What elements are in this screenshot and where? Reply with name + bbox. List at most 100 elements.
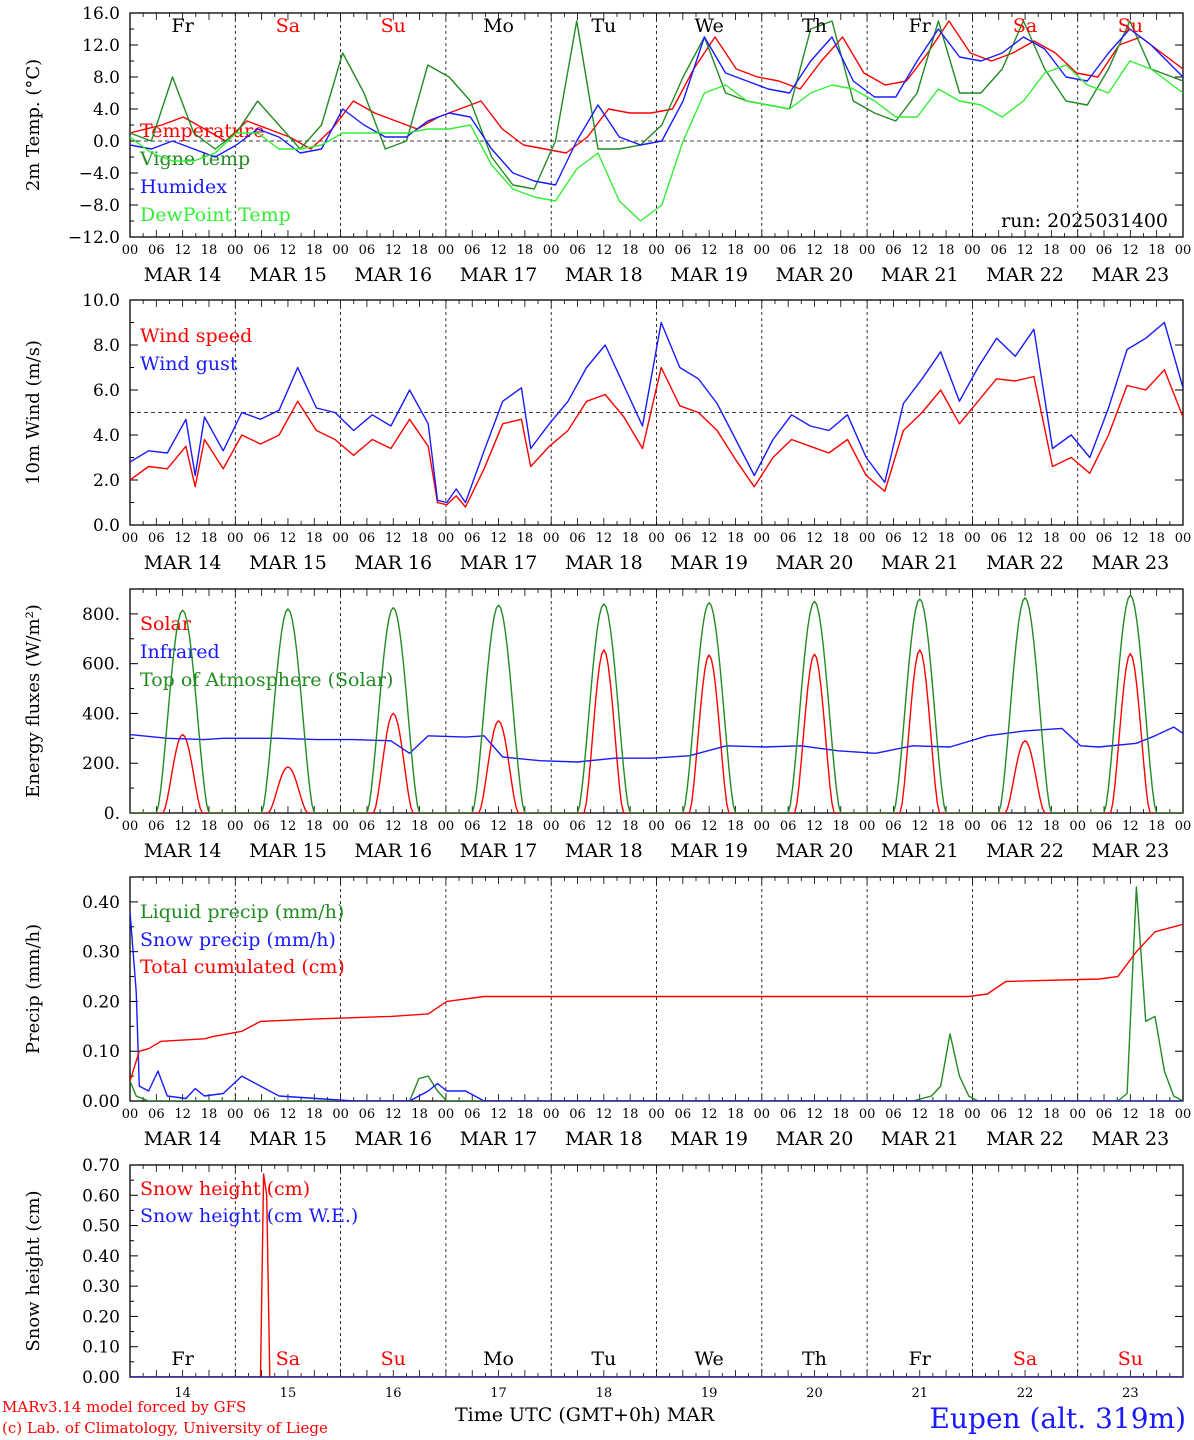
day-name: Th: [802, 15, 827, 37]
legend-entry: Solar: [140, 613, 192, 635]
day-name: Tu: [591, 1348, 616, 1370]
hour-label: 12: [806, 1107, 823, 1122]
day-number: 14: [174, 1386, 191, 1401]
series-line-wind-speed: [130, 366, 1183, 508]
day-number: 21: [911, 1386, 928, 1401]
hour-label: 00: [859, 1107, 876, 1122]
hour-label: 06: [148, 531, 165, 546]
hour-label: 06: [990, 819, 1007, 834]
panel-4: 0.00 0.10 0.20 0.30 0.40 Precip (mm/h) 00 06 12 1…: [23, 876, 1191, 1150]
y-tick-label: 12.0: [82, 36, 120, 56]
hour-label: 18: [938, 243, 955, 258]
hour-label: 00: [1069, 531, 1086, 546]
hour-label: 12: [280, 243, 297, 258]
date-label: MAR 22: [986, 552, 1064, 574]
hour-label: 00: [332, 1107, 349, 1122]
hour-label: 06: [885, 243, 902, 258]
hour-label: 06: [253, 531, 270, 546]
y-tick-label: 8.0: [93, 68, 120, 88]
y-tick-label: −8.0: [79, 196, 120, 216]
hour-label: 06: [675, 243, 692, 258]
y-tick-label: 0.60: [82, 1186, 120, 1206]
hour-label: 18: [1148, 1107, 1165, 1122]
legend-entry: Wind gust: [140, 353, 238, 375]
hour-label: 12: [174, 531, 191, 546]
hour-label: 00: [543, 819, 560, 834]
panel-1: −12.0 −8.0 −4.0 0.0 4.0 8.0 12.0 16.0 2m Temp. (…: [23, 4, 1191, 286]
hour-label: 00: [1175, 243, 1192, 258]
hour-label: 06: [569, 819, 586, 834]
date-label: MAR 18: [565, 1128, 643, 1150]
hour-label: 18: [201, 1107, 218, 1122]
time-axis-label: Time UTC (GMT+0h) MAR: [455, 1404, 715, 1426]
hour-label: 06: [990, 243, 1007, 258]
hour-label: 00: [122, 243, 139, 258]
hour-label: 12: [596, 1107, 613, 1122]
hour-label: 00: [543, 1107, 560, 1122]
series-line-total-cumulated-cm-: [130, 923, 1183, 1082]
hour-label: 00: [1175, 531, 1192, 546]
y-tick-label: 0.0: [93, 132, 120, 152]
hour-label: 06: [780, 1107, 797, 1122]
hour-label: 00: [859, 819, 876, 834]
hour-label: 12: [596, 531, 613, 546]
day-name: Mo: [483, 15, 514, 37]
date-label: MAR 14: [144, 552, 222, 574]
day-name: Fr: [909, 1348, 932, 1370]
hour-label: 06: [464, 531, 481, 546]
hour-label: 06: [780, 243, 797, 258]
date-label: MAR 22: [986, 264, 1064, 286]
hour-label: 00: [1069, 819, 1086, 834]
y-axis-label: Precip (mm/h): [23, 924, 44, 1054]
day-number: 23: [1122, 1386, 1139, 1401]
date-label: MAR 15: [249, 840, 327, 862]
hour-label: 18: [1043, 819, 1060, 834]
hour-label: 12: [385, 531, 402, 546]
hour-label: 18: [411, 243, 428, 258]
hour-label: 06: [675, 1107, 692, 1122]
hour-label: 00: [1175, 819, 1192, 834]
hour-label: 06: [359, 1107, 376, 1122]
hour-label: 12: [1017, 531, 1034, 546]
hour-label: 12: [1122, 819, 1139, 834]
hour-label: 12: [911, 819, 928, 834]
day-name: We: [695, 1348, 724, 1370]
hour-label: 12: [911, 243, 928, 258]
date-label: MAR 19: [670, 264, 748, 286]
hour-label: 06: [1096, 243, 1113, 258]
hour-label: 12: [174, 243, 191, 258]
hour-label: 06: [464, 1107, 481, 1122]
day-name: Sa: [276, 15, 300, 37]
date-label: MAR 17: [460, 1128, 538, 1150]
hour-label: 12: [490, 243, 507, 258]
hour-label: 00: [754, 531, 771, 546]
date-label: MAR 22: [986, 840, 1064, 862]
y-tick-label: 0.40: [82, 893, 120, 913]
hour-label: 18: [306, 819, 323, 834]
y-tick-label: 0.50: [82, 1217, 120, 1237]
hour-label: 12: [806, 243, 823, 258]
series-line-infrared: [130, 726, 1183, 763]
hour-label: 00: [122, 1107, 139, 1122]
panel-5: 0.00 0.10 0.20 0.30 0.40 0.50 0.60 0.70 Snow hei…: [23, 1156, 1184, 1401]
y-axis-label: 2m Temp. (°C): [23, 59, 44, 191]
hour-label: 00: [648, 819, 665, 834]
hour-label: 12: [701, 1107, 718, 1122]
y-tick-label: 2.0: [93, 471, 120, 491]
hour-label: 12: [1017, 1107, 1034, 1122]
plot-frame: [129, 588, 1184, 814]
series-line-top-of-atmosphere-solar-: [130, 594, 1183, 813]
hour-label: 18: [833, 243, 850, 258]
hour-label: 12: [385, 243, 402, 258]
hour-label: 18: [306, 1107, 323, 1122]
hour-label: 06: [569, 243, 586, 258]
hour-label: 18: [833, 531, 850, 546]
date-label: MAR 16: [354, 264, 432, 286]
hour-label: 12: [174, 1107, 191, 1122]
date-label: MAR 22: [986, 1128, 1064, 1150]
series-line-snow-precip-mm-h-: [130, 911, 1183, 1101]
hour-label: 00: [648, 243, 665, 258]
legend-entry: Snow height (cm): [140, 1178, 310, 1200]
series-line-solar: [130, 649, 1183, 813]
